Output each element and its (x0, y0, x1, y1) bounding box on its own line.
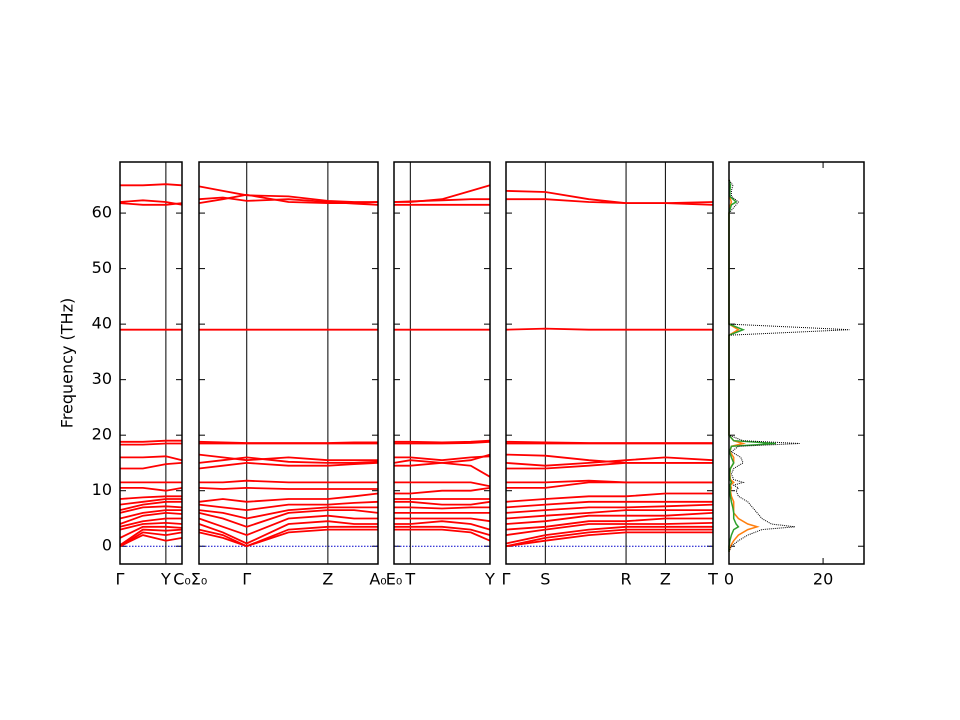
band (505, 190, 714, 204)
band (394, 520, 491, 531)
band (393, 198, 490, 203)
dos-line (728, 179, 777, 552)
band (120, 439, 182, 443)
y-tick-label: 10 (92, 480, 112, 499)
x-tick-label: 20 (813, 570, 833, 589)
band (198, 509, 379, 528)
y-tick-label: 40 (92, 314, 112, 333)
band (394, 439, 491, 444)
y-tick-label: 30 (92, 369, 112, 388)
y-tick-label: 0 (102, 536, 112, 555)
band (394, 506, 490, 510)
band (198, 528, 378, 548)
y-tick-label: 20 (92, 425, 112, 444)
band (505, 500, 713, 509)
panel-frame (119, 161, 183, 565)
band (394, 525, 491, 536)
x-tick-label: Y (484, 570, 495, 589)
band (119, 534, 183, 548)
x-tick-label: Γ (502, 570, 511, 589)
x-tick-label: T (707, 570, 718, 589)
band (505, 492, 713, 503)
x-tick-label: Γ (242, 570, 251, 589)
band (505, 512, 714, 525)
panel-frame (728, 161, 865, 565)
band (119, 528, 183, 546)
band (394, 481, 491, 488)
band (198, 500, 379, 512)
band (505, 528, 713, 548)
band (198, 492, 379, 503)
x-tick-label: C₀ (173, 570, 191, 589)
band (120, 455, 183, 462)
x-tick-label: Z (660, 570, 671, 589)
band (394, 440, 491, 445)
band (505, 517, 713, 531)
x-tick-label: R (620, 570, 631, 589)
band (394, 487, 491, 495)
band (505, 327, 713, 331)
band (505, 522, 714, 536)
band (119, 495, 182, 500)
x-tick-label: E₀ (386, 570, 403, 589)
band (198, 456, 379, 464)
band (505, 531, 713, 548)
band (198, 486, 378, 490)
band (199, 479, 378, 484)
dos-line (728, 179, 760, 552)
x-tick-label: Z (322, 570, 333, 589)
panel-frame (505, 161, 714, 565)
band (119, 531, 183, 547)
band (119, 509, 182, 520)
band (119, 199, 183, 206)
band (394, 455, 491, 462)
band (505, 453, 713, 464)
band (505, 503, 714, 514)
band (120, 442, 182, 446)
band (198, 525, 378, 548)
panel-frame (393, 161, 491, 565)
band (393, 459, 491, 478)
x-tick-label: Y (160, 570, 171, 589)
y-axis-label: Frequency (THz) (58, 298, 77, 428)
y-tick-label: 50 (92, 258, 112, 277)
dos-line (728, 179, 850, 552)
band (120, 183, 183, 187)
band (394, 500, 491, 506)
x-tick-label: Γ (116, 570, 125, 589)
band (119, 525, 183, 539)
x-tick-label: A₀ (369, 570, 386, 589)
band (198, 461, 379, 470)
band (394, 517, 491, 523)
band (119, 517, 182, 528)
band (198, 520, 378, 545)
band (119, 505, 183, 514)
y-tick-label: 60 (92, 203, 112, 222)
x-tick-label: 0 (724, 570, 734, 589)
panel-frame (198, 161, 379, 565)
band (120, 462, 183, 470)
band (198, 185, 378, 203)
band (198, 440, 378, 444)
band (198, 506, 378, 520)
band (119, 511, 183, 525)
band (394, 528, 491, 542)
band (505, 509, 713, 520)
band (505, 440, 713, 444)
band (505, 525, 713, 545)
x-tick-label: S (540, 570, 550, 589)
band (198, 514, 378, 537)
band (506, 479, 713, 484)
band (119, 521, 183, 531)
band (119, 500, 182, 511)
band (198, 196, 379, 206)
band (119, 498, 182, 506)
band (198, 453, 378, 462)
x-tick-label: T (404, 570, 415, 589)
x-tick-label: Σ₀ (191, 570, 208, 589)
band (120, 487, 183, 492)
